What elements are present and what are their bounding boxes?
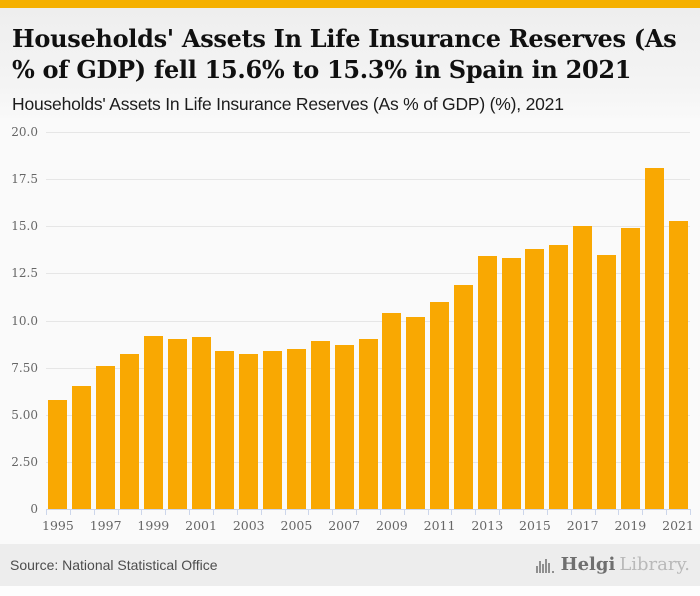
y-axis-label: 0: [30, 502, 38, 516]
y-axis-label: 2.50: [11, 454, 38, 469]
bar[interactable]: [263, 350, 283, 509]
bar[interactable]: [620, 228, 640, 509]
bar[interactable]: [525, 248, 545, 509]
y-axis-label: 5.00: [11, 407, 38, 422]
bar[interactable]: [96, 365, 116, 509]
axis-tick: [690, 509, 691, 515]
plot-area: [46, 132, 690, 510]
x-axis-label: 2011: [423, 518, 456, 533]
x-axis-label: 2005: [280, 518, 313, 533]
x-axis-labels: 1995 1997 1999 2001 2003 2005 2007 2009 2011 2013…: [42, 132, 694, 538]
bar[interactable]: [477, 256, 497, 509]
helgi-library-logo: Helgi Library.: [535, 556, 690, 574]
bar[interactable]: [382, 312, 402, 509]
x-axis-label: 2017: [566, 518, 599, 533]
source-text: Source: National Statistical Office: [10, 557, 218, 573]
bar[interactable]: [191, 337, 211, 509]
axis-tick: [594, 509, 596, 515]
x-axis-label: 2015: [519, 518, 551, 533]
logo-text-helgi: Helgi: [560, 554, 616, 575]
axis-tick: [93, 509, 95, 515]
x-axis-label: 2003: [232, 518, 265, 533]
footer: Source: National Statistical Office Helg…: [0, 544, 700, 586]
axis-tick: [523, 509, 525, 515]
bar[interactable]: [406, 316, 426, 509]
x-axis-label: 2013: [471, 518, 504, 533]
bar[interactable]: [668, 220, 688, 509]
axis-tick: [642, 509, 644, 515]
bar[interactable]: [334, 345, 354, 509]
axis-tick: [189, 509, 191, 515]
bar[interactable]: [286, 348, 306, 509]
axis-tick: [666, 509, 668, 515]
axis-tick: [403, 509, 405, 515]
axis-tick: [427, 509, 429, 515]
bar[interactable]: [501, 258, 521, 509]
axis-tick: [546, 509, 548, 515]
bar[interactable]: [644, 167, 664, 509]
y-axis-label: 17.5: [11, 172, 38, 187]
axis-tick: [236, 509, 238, 515]
axis-tick: [46, 509, 47, 515]
bar[interactable]: [239, 354, 259, 509]
y-axis-label: 20.0: [11, 125, 38, 139]
x-axis-label: 1997: [89, 518, 122, 533]
axis-tick: [379, 509, 381, 515]
logo-text-library: Library.: [619, 554, 690, 575]
bar[interactable]: [143, 335, 163, 509]
bar[interactable]: [573, 226, 593, 509]
axis-tick: [260, 509, 262, 515]
axis-tick: [570, 509, 572, 515]
y-axis-label: 15.0: [11, 219, 38, 234]
bar[interactable]: [310, 341, 330, 509]
bar[interactable]: [597, 254, 617, 509]
axis-tick: [141, 509, 143, 515]
header: Households' Assets In Life Insurance Res…: [0, 8, 700, 118]
x-axis-label: 1995: [42, 518, 74, 533]
axis-tick: [499, 509, 501, 515]
axis-tick: [308, 509, 310, 515]
gridline: [46, 132, 690, 133]
gridline: [46, 273, 690, 275]
bar[interactable]: [549, 245, 569, 509]
bar[interactable]: [72, 386, 92, 509]
bar[interactable]: [453, 284, 473, 509]
y-axis-label: 10.0: [11, 313, 38, 328]
bar[interactable]: [119, 354, 139, 509]
gridline: [46, 179, 690, 181]
axis-tick: [69, 509, 71, 515]
axis-tick: [332, 509, 334, 515]
axis-tick: [212, 509, 214, 515]
axis-tick: [451, 509, 453, 515]
y-axis-label: 12.5: [11, 266, 38, 281]
bar[interactable]: [358, 339, 378, 509]
page-subtitle: Households' Assets In Life Insurance Res…: [12, 94, 564, 115]
gridline: [46, 320, 690, 322]
logo-chart-icon: [535, 557, 557, 574]
bar-chart: 0 2.50 5.00 7.50 10.0 12.5 15.0 17.5 20.0 1995 19…: [0, 118, 700, 538]
axis-tick: [618, 509, 620, 515]
axis-tick: [356, 509, 358, 515]
page-bottom-area: [0, 586, 700, 596]
page-title: Households' Assets In Life Insurance Res…: [12, 24, 677, 84]
top-accent-strip: [0, 0, 700, 8]
bar[interactable]: [48, 399, 68, 509]
axis-tick: [475, 509, 477, 515]
bar[interactable]: [430, 301, 450, 509]
x-axis-label: 2021: [662, 518, 694, 533]
axis-tick: [284, 509, 286, 515]
x-axis-label: 2001: [185, 518, 217, 533]
x-axis-label: 2019: [614, 518, 647, 533]
x-axis-label: 2009: [375, 518, 408, 533]
x-axis-label: 1999: [137, 518, 170, 533]
y-axis-labels: 0 2.50 5.00 7.50 10.0 12.5 15.0 17.5 20.0: [0, 125, 46, 516]
axis-tick: [165, 509, 167, 515]
y-axis-label: 7.50: [11, 360, 38, 375]
bar[interactable]: [167, 339, 187, 509]
gridline: [46, 226, 690, 228]
bar[interactable]: [215, 350, 235, 509]
x-axis-label: 2007: [328, 518, 361, 533]
axis-tick: [117, 509, 119, 515]
